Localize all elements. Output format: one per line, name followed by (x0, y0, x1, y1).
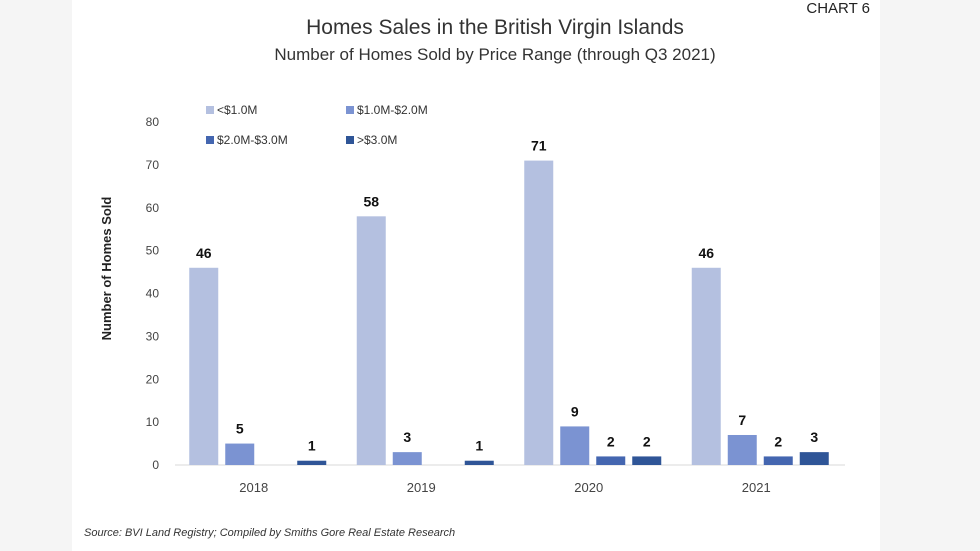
y-tick-label: 0 (152, 458, 159, 472)
bar (297, 460, 327, 465)
data-label: 71 (531, 138, 547, 154)
data-label: 3 (403, 429, 411, 445)
data-label: 3 (810, 429, 818, 445)
bar (727, 434, 757, 465)
left-margin (0, 0, 72, 551)
legend-label: $2.0M-$3.0M (217, 133, 288, 147)
chart-number-label: CHART 6 (806, 0, 870, 17)
bar (225, 443, 255, 465)
y-tick-label: 70 (146, 158, 160, 172)
legend-label: >$3.0M (357, 133, 397, 147)
y-axis-title: Number of Homes Sold (99, 197, 114, 341)
data-label: 46 (196, 245, 212, 261)
data-label: 1 (308, 438, 316, 454)
data-label: 7 (738, 412, 746, 428)
chart-subtitle: Number of Homes Sold by Price Range (thr… (274, 45, 716, 64)
bar (799, 452, 829, 465)
data-label: 2 (643, 433, 651, 449)
y-tick-label: 30 (146, 329, 160, 343)
bar (524, 160, 554, 465)
y-tick-label: 80 (146, 115, 160, 129)
legend-swatch (346, 106, 354, 114)
data-label: 1 (475, 438, 483, 454)
bar (560, 426, 590, 465)
bar (691, 267, 721, 465)
bar (464, 460, 494, 465)
legend-label: $1.0M-$2.0M (357, 103, 428, 117)
y-tick-label: 60 (146, 201, 160, 215)
chart-title: Homes Sales in the British Virgin Island… (306, 16, 684, 39)
data-label: 2 (607, 433, 615, 449)
x-tick-label: 2020 (574, 480, 603, 495)
source-note: Source: BVI Land Registry; Compiled by S… (84, 527, 456, 539)
y-tick-label: 40 (146, 287, 160, 301)
data-label: 9 (571, 403, 579, 419)
x-tick-label: 2019 (407, 480, 436, 495)
y-tick-label: 50 (146, 244, 160, 258)
right-margin (880, 0, 980, 551)
bar (596, 456, 626, 465)
legend-swatch (206, 136, 214, 144)
data-label: 5 (236, 421, 244, 437)
x-tick-label: 2018 (239, 480, 268, 495)
data-label: 2 (774, 433, 782, 449)
data-label: 46 (698, 245, 714, 261)
bar (392, 452, 422, 465)
legend-swatch (206, 106, 214, 114)
bar (189, 267, 219, 465)
bar (763, 456, 793, 465)
bar (356, 216, 386, 465)
x-tick-label: 2021 (742, 480, 771, 495)
data-label: 58 (363, 193, 379, 209)
y-tick-label: 10 (146, 415, 160, 429)
y-tick-label: 20 (146, 372, 160, 386)
legend-swatch (346, 136, 354, 144)
bar (632, 456, 662, 465)
legend-label: <$1.0M (217, 103, 257, 117)
